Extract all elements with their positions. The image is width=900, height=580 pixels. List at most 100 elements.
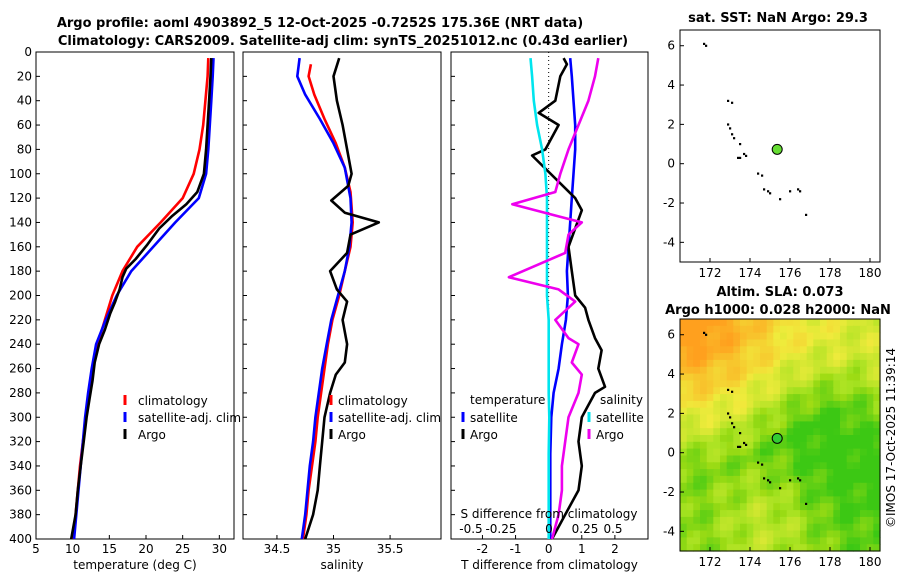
heat-cell	[833, 394, 841, 402]
heat-cell	[693, 359, 701, 368]
heat-cell	[766, 421, 774, 429]
heat-cell	[713, 339, 721, 347]
island-dot	[731, 390, 734, 393]
y-tick-label: 0	[667, 446, 675, 460]
heat-cell	[693, 441, 701, 450]
heat-cell	[786, 373, 794, 381]
heat-cell	[873, 319, 881, 327]
legend-label: satellite-adj. clim	[338, 411, 441, 425]
heat-cell	[686, 387, 694, 395]
heat-cell	[840, 544, 848, 552]
heat-cell	[833, 489, 841, 497]
heat-cell	[840, 332, 848, 340]
heat-cell	[833, 530, 841, 538]
heat-cell	[820, 496, 828, 504]
heat-cell	[846, 435, 854, 443]
heat-cell	[853, 441, 861, 450]
heat-cell	[740, 319, 748, 327]
heat-cell	[726, 537, 734, 545]
heat-cell	[860, 353, 868, 361]
heat-cell	[853, 359, 861, 368]
heat-cell	[793, 489, 801, 497]
heat-cell	[740, 537, 748, 545]
heat-cell	[793, 346, 801, 354]
heat-cell	[806, 325, 814, 334]
heat-cell	[786, 489, 794, 497]
heat-cell	[753, 496, 761, 504]
heat-cell	[766, 510, 774, 518]
heat-cell	[740, 421, 748, 429]
x-tick-label: 172	[699, 555, 722, 569]
heat-cell	[706, 400, 714, 409]
heat-cell	[853, 325, 861, 334]
heat-cell	[686, 407, 694, 416]
island-dot	[797, 477, 800, 480]
heat-cell	[793, 482, 801, 491]
heat-cell	[840, 462, 848, 470]
heat-cell	[760, 346, 768, 354]
heat-cell	[773, 387, 781, 395]
heat-cell	[720, 414, 728, 422]
heat-cell	[686, 359, 694, 368]
heat-cell	[793, 359, 801, 368]
heat-cell	[680, 414, 688, 422]
heat-cell	[813, 387, 821, 395]
heat-cell	[726, 544, 734, 552]
heat-cell	[773, 319, 781, 327]
heat-cell	[706, 523, 714, 532]
heat-cell	[866, 380, 874, 388]
heat-cell	[866, 489, 874, 497]
heat-cell	[846, 496, 854, 504]
heat-cell	[793, 496, 801, 504]
heat-cell	[760, 462, 768, 470]
heat-cell	[713, 407, 721, 416]
heat-cell	[700, 332, 708, 340]
heat-cell	[680, 400, 688, 409]
heat-cell	[693, 469, 701, 477]
x-tick-label: 172	[699, 266, 722, 280]
heat-cell	[733, 407, 741, 416]
heat-cell	[693, 510, 701, 518]
heat-cell	[806, 455, 814, 463]
heat-cell	[793, 441, 801, 450]
island-dot	[805, 213, 808, 216]
heat-cell	[766, 332, 774, 340]
heat-cell	[713, 510, 721, 518]
heat-cell	[806, 359, 814, 368]
heat-cell	[806, 475, 814, 484]
heat-cell	[706, 516, 714, 525]
heat-cell	[846, 503, 854, 511]
heat-cell	[693, 407, 701, 416]
heat-cell	[793, 339, 801, 347]
heat-cell	[846, 332, 854, 340]
y-tick-label: 280	[9, 386, 32, 400]
heat-cell	[800, 496, 808, 504]
heat-cell	[740, 441, 748, 450]
heat-cell	[753, 441, 761, 450]
heat-cell	[786, 462, 794, 470]
heat-cell	[686, 346, 694, 354]
heat-cell	[773, 475, 781, 484]
heat-cell	[846, 325, 854, 334]
heat-cell	[706, 448, 714, 456]
s-tick-label: -0.25	[485, 522, 516, 536]
heat-cell	[860, 544, 868, 552]
heat-cell	[753, 366, 761, 375]
heat-cell	[853, 503, 861, 511]
heat-cell	[820, 448, 828, 456]
heat-cell	[713, 475, 721, 484]
heat-cell	[806, 414, 814, 422]
heat-cell	[720, 455, 728, 463]
x-axis-label: T difference from climatology	[460, 558, 638, 572]
heat-cell	[853, 346, 861, 354]
heat-cell	[780, 366, 788, 375]
heat-cell	[766, 482, 774, 491]
heat-cell	[833, 339, 841, 347]
heat-cell	[873, 400, 881, 409]
heat-cell	[753, 359, 761, 368]
heat-cell	[746, 428, 754, 436]
heat-cell	[866, 496, 874, 504]
heat-cell	[726, 353, 734, 361]
heat-cell	[746, 373, 754, 381]
heat-cell	[806, 530, 814, 538]
